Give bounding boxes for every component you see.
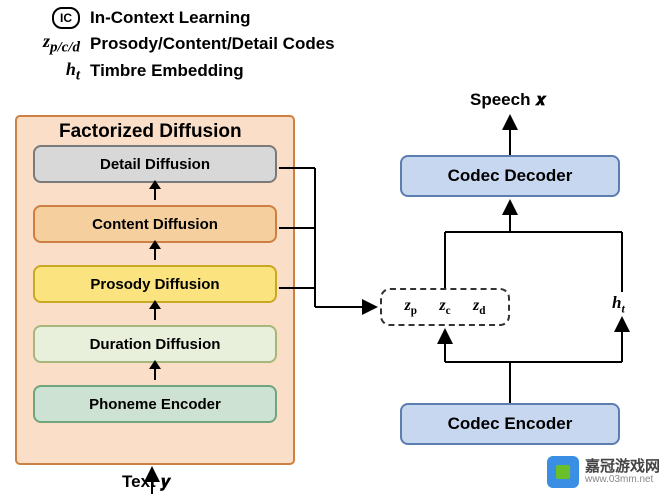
arrow-icon [33, 183, 277, 205]
legend-text: Timbre Embedding [90, 61, 244, 81]
legend-symbol-ic: IC [20, 6, 90, 29]
legend-symbol-z: zp/c/d [20, 31, 90, 57]
legend-symbol-h: ht [20, 59, 90, 85]
codec-encoder-box: Codec Encoder [400, 403, 620, 445]
legend-text: In-Context Learning [90, 8, 251, 28]
watermark-text: 嘉冠游戏网 www.03mm.net [585, 459, 660, 485]
legend-row: ht Timbre Embedding [20, 59, 335, 85]
latent-codes-box: zp zc zd [380, 288, 510, 326]
arrow-icon [33, 243, 277, 265]
arrow-icon [33, 303, 277, 325]
factorized-diffusion-panel: Factorized Diffusion Detail Diffusion Co… [15, 115, 295, 465]
ic-badge-icon: IC [52, 7, 80, 29]
legend-row: zp/c/d Prosody/Content/Detail Codes [20, 31, 335, 57]
module-detail-diffusion: Detail Diffusion [33, 145, 277, 183]
legend-text: Prosody/Content/Detail Codes [90, 34, 335, 54]
zc-label: zc [439, 297, 450, 317]
module-phoneme-encoder: Phoneme Encoder [33, 385, 277, 423]
legend-row: IC In-Context Learning [20, 6, 335, 29]
watermark: 嘉冠游戏网 www.03mm.net [547, 456, 660, 488]
ht-label: ht [612, 293, 625, 316]
codec-decoder-box: Codec Decoder [400, 155, 620, 197]
arrow-icon [33, 363, 277, 385]
watermark-logo-icon [547, 456, 579, 488]
legend: IC In-Context Learning zp/c/d Prosody/Co… [20, 6, 335, 86]
speech-label: Speech 𝒙 [470, 90, 546, 110]
module-content-diffusion: Content Diffusion [33, 205, 277, 243]
zp-label: zp [404, 297, 416, 317]
module-duration-diffusion: Duration Diffusion [33, 325, 277, 363]
text-y-label: Text 𝒚 [122, 472, 171, 492]
module-prosody-diffusion: Prosody Diffusion [33, 265, 277, 303]
zd-label: zd [473, 297, 485, 317]
panel-title: Factorized Diffusion [59, 121, 242, 143]
